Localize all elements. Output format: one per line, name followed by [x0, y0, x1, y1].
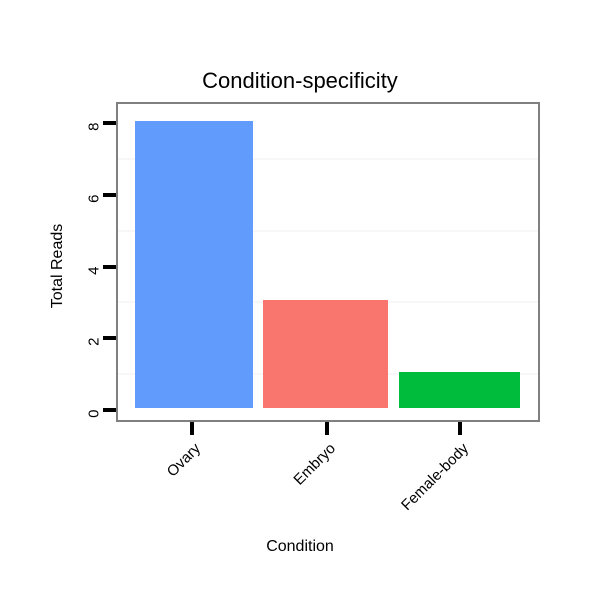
y-axis-title: Total Reads [49, 223, 66, 308]
y-tick-mark [103, 192, 116, 197]
y-tick-label: 4 [85, 266, 103, 275]
x-tick-mark [325, 422, 329, 435]
y-tick-label: 6 [85, 194, 103, 203]
y-tick-label: 8 [85, 122, 103, 131]
y-tick-mark [103, 336, 116, 341]
x-tick-mark [190, 422, 194, 435]
plot-area [118, 104, 538, 420]
gridline [118, 157, 538, 160]
bar-female-body[interactable] [399, 372, 520, 408]
y-tick-mark [103, 264, 116, 269]
gridline [118, 229, 538, 232]
x-tick-mark [458, 422, 462, 435]
y-tick-label: 2 [85, 337, 103, 347]
y-tick-mark [103, 121, 116, 125]
bar-ovary[interactable] [135, 121, 253, 408]
y-tick-mark [103, 408, 116, 412]
x-axis-title: Condition [266, 538, 334, 555]
bar-embryo[interactable] [263, 300, 388, 408]
plot-panel [116, 102, 540, 422]
y-tick-label: 0 [85, 409, 103, 418]
chart-title: Condition-specificity [202, 68, 398, 93]
